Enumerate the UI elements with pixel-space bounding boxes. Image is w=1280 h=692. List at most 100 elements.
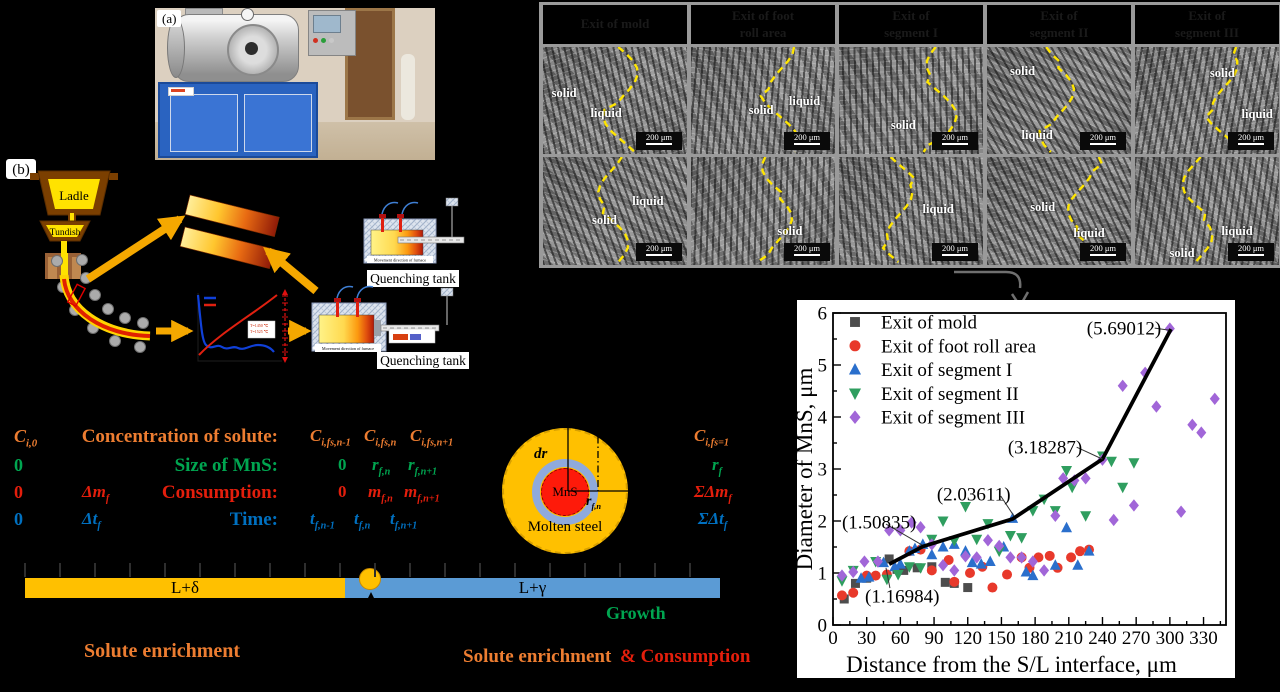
annotation-label: (2.03611) — [937, 484, 1011, 505]
ladle-label: Ladle — [59, 188, 89, 203]
diffusion-ring — [532, 459, 598, 525]
arrow-strand-to-slabs — [85, 215, 186, 283]
x-axis-label: Distance from the S/L interface, μm — [846, 652, 1177, 677]
row-title: Concentration of solute: — [81, 426, 278, 447]
interface-dashed-line — [601, 47, 639, 153]
x-tick-label: 90 — [925, 628, 944, 649]
annotation-connector — [1076, 446, 1103, 460]
x-tick-label: 330 — [1189, 628, 1218, 649]
row-final-value: Ci,fs=1 — [694, 426, 729, 449]
strand-core — [62, 278, 151, 338]
phase-label-liquid: liquid — [1021, 128, 1053, 143]
trend-line — [888, 328, 1173, 566]
panel-b-label: (b) — [12, 162, 30, 178]
chart-plot: 0 30 60 90 120 150 180 210 240 270 300 330 0 1 2 3 4 5 6 Di… — [792, 304, 1227, 677]
mechanism-overlay — [24, 414, 691, 614]
movement-direction-label-upper: Movement direction of furnace — [374, 257, 426, 262]
radius-construction-lines — [567, 414, 648, 492]
panel-button-red — [313, 38, 318, 43]
x-tick-label: 30 — [857, 628, 876, 649]
phase-label-solid: solid — [777, 223, 803, 238]
axis-ticks — [832, 312, 1222, 626]
ladle: Ladle — [30, 170, 118, 223]
annotation-connector — [1000, 495, 1015, 517]
phase-label-liquid: liquid — [1221, 223, 1253, 238]
scale-bar: 200 μm — [1080, 243, 1126, 261]
furnace-end-cap — [167, 18, 185, 78]
phase-label-solid: solid — [1030, 200, 1056, 215]
scale-bar: 200 μm — [932, 243, 978, 261]
temp-note-1: T=1450 ℃ — [250, 323, 269, 328]
y-tick-label: 3 — [818, 460, 828, 481]
quenched-sample-cold — [410, 334, 421, 340]
arrow-furnace-to-slabs — [263, 246, 319, 295]
dr-label: dr — [534, 446, 548, 462]
interface-dashed-line — [922, 47, 958, 153]
y-tick-label: 6 — [818, 304, 828, 325]
panel-a-label: (a) — [157, 10, 182, 27]
y-tick-label: 2 — [818, 512, 828, 533]
phase-label-solid: solid — [1209, 66, 1235, 81]
row-step-value-1: Ci,fs,n-1 — [310, 426, 351, 449]
y-tick-label: 1 — [818, 564, 828, 585]
micrograph-cell: solid liquid 200 μm — [543, 47, 687, 154]
movement-direction-label-lower: Movement direction of furnace — [322, 346, 374, 351]
phase-label-liquid: liquid — [922, 202, 954, 217]
interface-dashed-line — [1204, 47, 1242, 153]
y-tick-label: 5 — [818, 356, 828, 377]
micrograph-cell: liquid 200 μm — [839, 157, 983, 265]
quench-label-box-upper — [367, 270, 459, 287]
x-tick-label: 120 — [953, 628, 982, 649]
phase-label-liquid: liquid — [632, 193, 664, 208]
tube-furnace-upper: Movement direction of furnace Quenching … — [363, 197, 465, 287]
x-tick-label: 180 — [1021, 628, 1050, 649]
solute-enrichment-left: Solute enrichment — [84, 640, 241, 662]
x-tick-label: 60 — [891, 628, 910, 649]
solid-fraction-curve-red — [198, 294, 278, 356]
electrode-wire — [381, 201, 399, 215]
annotation-label: (5.69012) — [1087, 319, 1161, 340]
column-header: Exit of segment I — [839, 5, 983, 44]
photo-pipe — [401, 54, 415, 120]
interface-dashed-line — [597, 157, 630, 263]
y-tick-label: 4 — [818, 408, 828, 429]
x-tick-label: 210 — [1055, 628, 1084, 649]
phase-bar-gamma: L+γ — [345, 578, 720, 598]
micrograph-cell: solid liquid 200 μm — [691, 47, 835, 154]
quench-label-box-lower — [377, 352, 469, 369]
micrograph-cell: solid liquid 200 μm — [987, 157, 1131, 265]
phase-label-solid: solid — [1010, 64, 1036, 79]
molten-steel-caption: Molten steel — [527, 519, 603, 535]
scale-bar: 200 μm — [932, 132, 978, 150]
mns-mechanism-diagram: Ci,0 Concentration of solute: Ci,fs,n-1 Ci,… — [0, 400, 797, 692]
growth-label: Growth — [606, 603, 666, 623]
cooling-curve-blue — [196, 294, 275, 353]
phase-label-liquid: liquid — [1073, 226, 1105, 241]
micrograph-cell: solid liquid 200 μm — [1135, 47, 1279, 154]
rfn-radius-label: rf,n — [586, 494, 601, 511]
row-step-value-2: tf,n — [354, 509, 371, 532]
y-tick-label: 0 — [818, 616, 828, 637]
phase-label-liquid: liquid — [1241, 106, 1273, 121]
row-step-value-2: Ci,fs,n — [364, 426, 397, 449]
interface-dashed-line — [756, 157, 794, 263]
micrograph-cell: solid liquid 200 μm — [987, 47, 1131, 154]
legend-label: Exit of segment III — [881, 408, 1025, 429]
micrograph-cell: solid liquid 200 μm — [543, 157, 687, 265]
legend-label: Exit of segment I — [881, 360, 1012, 381]
panel-button-green — [321, 38, 326, 43]
column-header: Exit of segment III — [1135, 5, 1279, 44]
solute-enrichment-right: Solute enrichment — [463, 646, 612, 667]
annotation-label: (3.18287) — [1008, 438, 1082, 459]
mns-core-label: MnS — [552, 484, 578, 499]
x-tick-label: 240 — [1088, 628, 1117, 649]
phase-label-liquid: liquid — [590, 105, 622, 120]
row-initial-value: Ci,0 — [14, 426, 38, 450]
mns-core: MnS — [541, 468, 589, 516]
phase-label-solid: solid — [551, 85, 577, 100]
annotation-connector — [885, 567, 891, 589]
scale-bar: 200 μm — [1228, 243, 1274, 261]
furnace-viewport — [245, 42, 258, 55]
row-title: Consumption: — [161, 482, 278, 503]
